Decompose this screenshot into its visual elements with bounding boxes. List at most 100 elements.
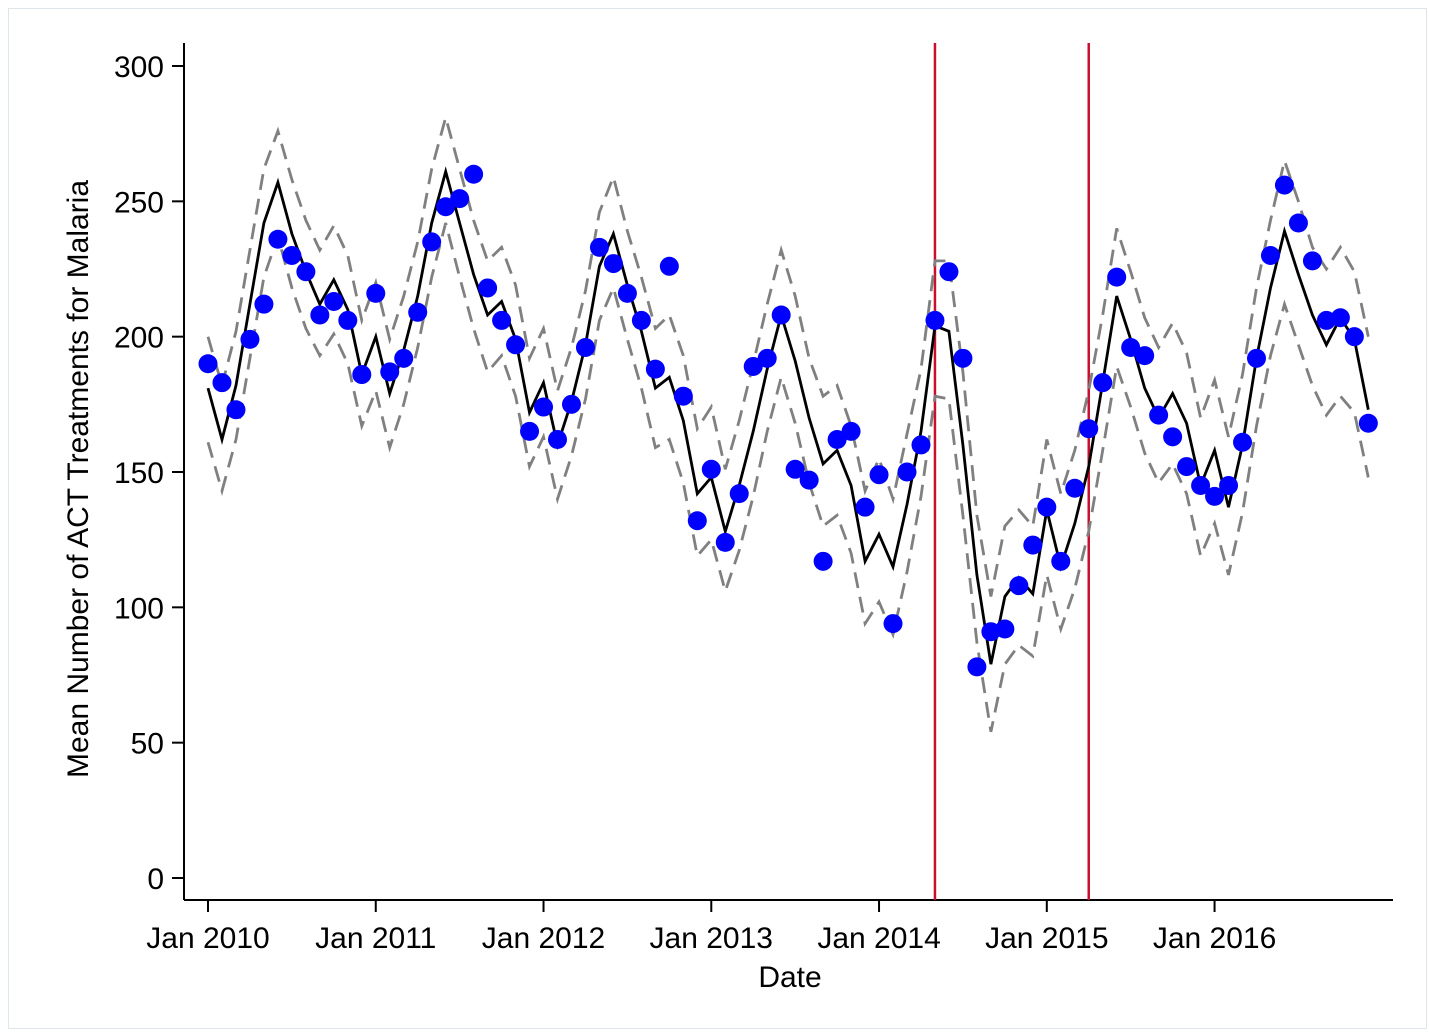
data-point <box>869 465 889 485</box>
data-point <box>1023 535 1043 555</box>
data-point <box>785 459 805 479</box>
data-point <box>1358 413 1378 433</box>
data-point <box>589 237 609 257</box>
data-point <box>911 435 931 455</box>
data-point <box>352 365 372 385</box>
data-point <box>1233 432 1253 452</box>
data-point <box>603 254 623 274</box>
y-tick-label: 150 <box>114 457 164 490</box>
data-point <box>1037 497 1057 517</box>
data-point <box>1260 245 1280 265</box>
data-point <box>673 386 693 406</box>
y-tick-label: 50 <box>131 728 164 761</box>
data-point <box>1219 476 1239 496</box>
y-tick-label: 200 <box>114 322 164 355</box>
data-point <box>1149 405 1169 425</box>
data-point <box>212 373 232 393</box>
data-point <box>617 283 637 303</box>
y-axis-label: Mean Number of ACT Treatments for Malari… <box>62 180 95 778</box>
y-tick-label: 0 <box>147 863 164 896</box>
data-point <box>534 397 554 417</box>
data-point <box>464 164 484 184</box>
data-point <box>1247 348 1266 368</box>
data-point <box>645 359 665 379</box>
data-point <box>701 459 721 479</box>
x-tick-label: Jan 2014 <box>817 922 940 955</box>
data-point <box>729 484 749 504</box>
data-point <box>548 430 567 450</box>
data-point <box>1079 419 1099 439</box>
data-point <box>1288 213 1308 233</box>
x-tick-label: Jan 2012 <box>482 922 605 955</box>
data-point <box>631 310 651 330</box>
data-point <box>1274 175 1294 195</box>
data-point <box>925 310 945 330</box>
x-tick-label: Jan 2011 <box>315 922 436 955</box>
data-point <box>366 283 386 303</box>
data-point <box>436 197 456 217</box>
data-point <box>687 511 707 531</box>
data-point <box>883 614 903 634</box>
data-point <box>268 229 288 249</box>
data-point <box>575 337 595 357</box>
data-point <box>1177 457 1197 477</box>
data-point <box>659 256 679 276</box>
data-point <box>771 305 791 325</box>
ci-dashed-line <box>206 112 1370 597</box>
data-point <box>394 348 414 368</box>
data-point <box>1135 346 1155 366</box>
data-point <box>1009 576 1029 596</box>
data-point <box>310 305 330 325</box>
data-point <box>1205 486 1225 506</box>
data-point <box>296 262 316 282</box>
data-point <box>757 348 777 368</box>
x-axis-label: Date <box>758 961 821 994</box>
data-point <box>324 291 344 311</box>
data-point <box>841 421 861 441</box>
data-point <box>520 421 540 441</box>
data-point <box>254 294 274 314</box>
y-tick-label: 300 <box>114 51 164 84</box>
y-tick-label: 250 <box>114 186 164 219</box>
data-point <box>1051 551 1071 571</box>
data-point <box>338 310 358 330</box>
data-point <box>478 278 498 298</box>
data-point <box>1093 373 1113 393</box>
data-point <box>450 189 470 209</box>
data-point <box>1065 478 1085 498</box>
data-point <box>813 551 833 571</box>
data-point <box>1191 476 1211 496</box>
x-tick-label: Jan 2016 <box>1153 922 1276 955</box>
data-point <box>561 394 581 414</box>
data-point <box>827 430 847 450</box>
data-point <box>953 348 973 368</box>
data-point <box>1330 308 1350 328</box>
data-point <box>799 470 819 490</box>
data-point <box>743 356 763 376</box>
confidence-band-lines <box>206 112 1370 733</box>
data-point <box>492 310 512 330</box>
x-tick-label: Jan 2013 <box>650 922 773 955</box>
data-point <box>1344 327 1364 347</box>
data-point <box>1302 251 1322 271</box>
reference-lines <box>933 43 1090 900</box>
data-point <box>282 245 302 265</box>
data-point <box>1107 267 1127 287</box>
data-point <box>506 335 526 355</box>
y-tick-label: 100 <box>114 592 164 625</box>
data-point <box>408 302 428 322</box>
axes: 0 50 100 150 200 250 300 Jan 2010 Jan 2011 Jan 20… <box>114 43 1393 955</box>
x-tick-label: Jan 2015 <box>985 922 1108 955</box>
x-tick-label: Jan 2010 <box>146 922 269 955</box>
data-point <box>1121 337 1141 357</box>
data-point <box>967 657 987 677</box>
data-point <box>715 532 735 552</box>
data-point <box>939 262 959 282</box>
data-point <box>240 329 260 349</box>
data-point <box>422 232 442 252</box>
chart-frame: 0 50 100 150 200 250 300 Jan 2010 Jan 2011 Jan 20… <box>8 8 1427 1029</box>
data-point <box>995 619 1015 639</box>
data-point <box>855 497 875 517</box>
observed-points <box>198 164 1378 677</box>
data-point <box>1163 427 1183 447</box>
